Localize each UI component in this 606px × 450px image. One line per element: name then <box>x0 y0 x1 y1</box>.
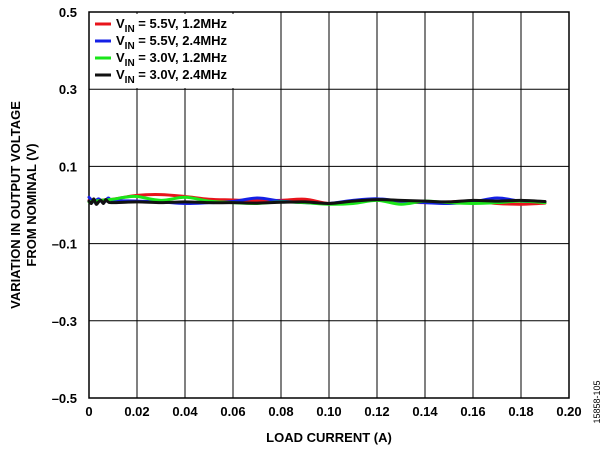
y-tick-label: –0.3 <box>52 314 77 329</box>
legend-entry-4: VIN = 3.0V, 2.4MHz <box>116 67 228 86</box>
legend-entry-2: VIN = 5.5V, 2.4MHz <box>116 33 228 52</box>
x-tick-label: 0.10 <box>316 404 341 419</box>
legend-background <box>91 14 269 88</box>
x-tick-label: 0.02 <box>124 404 149 419</box>
y-axis-tick-labels: –0.5 –0.3 –0.1 0.1 0.3 0.5 <box>52 5 77 406</box>
x-tick-label: 0.14 <box>412 404 438 419</box>
y-tick-label: 0.3 <box>59 82 77 97</box>
y-axis-title-line-2: FROM NOMINAL (V) <box>24 143 39 266</box>
x-tick-label: 0.12 <box>364 404 389 419</box>
figure-code-label: 15858-105 <box>592 380 602 423</box>
series-line-4 <box>87 197 547 206</box>
y-tick-label: 0.1 <box>59 159 77 174</box>
x-tick-label: 0 <box>85 404 92 419</box>
y-tick-label: 0.5 <box>59 5 77 20</box>
x-axis-title: LOAD CURRENT (A) <box>266 430 392 445</box>
x-tick-label: 0.18 <box>508 404 533 419</box>
y-axis-title-line-1: VARIATION IN OUTPUT VOLTAGE <box>8 101 23 309</box>
x-tick-label: 0.08 <box>268 404 293 419</box>
y-tick-label: –0.5 <box>52 391 77 406</box>
x-axis-tick-labels: 0 0.02 0.04 0.06 0.08 0.10 0.12 0.14 0.16 0.18 0.2… <box>85 404 581 419</box>
x-tick-label: 0.06 <box>220 404 245 419</box>
x-tick-label: 0.20 <box>556 404 581 419</box>
plot-area-frame <box>88 11 570 399</box>
legend-entry-1: VIN = 5.5V, 1.2MHz <box>116 16 228 35</box>
x-tick-label: 0.04 <box>172 404 198 419</box>
series-lines <box>87 193 547 206</box>
y-tick-label: –0.1 <box>52 237 77 252</box>
x-tick-label: 0.16 <box>460 404 485 419</box>
legend-entry-3: VIN = 3.0V, 1.2MHz <box>116 50 228 69</box>
